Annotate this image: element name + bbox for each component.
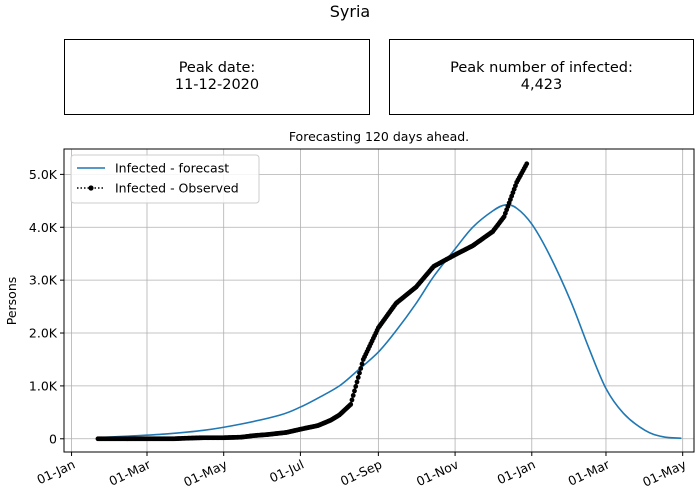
series-layer <box>95 161 682 442</box>
legend-label-forecast: Infected - forecast <box>115 161 229 176</box>
legend-label-observed: Infected - Observed <box>115 181 239 196</box>
observed-point <box>349 397 355 403</box>
peak-date-label: Peak date: <box>178 60 256 76</box>
x-tick-label: 01-Mar <box>566 456 613 489</box>
observed-point <box>352 388 357 394</box>
series-line-observed <box>97 163 528 440</box>
chart-title: Forecasting 120 days ahead. <box>289 129 469 144</box>
x-tick-label: 01-May <box>640 456 689 489</box>
y-tick-label: 2.0K <box>29 326 58 341</box>
y-tick-label: 5.0K <box>29 167 58 182</box>
observed-point <box>358 366 364 371</box>
x-tick-label: 01-Jan <box>34 457 77 488</box>
peak-date-value: 11-12-2020 <box>174 77 260 93</box>
observed-point <box>524 161 530 167</box>
figure-title: Syria <box>329 2 371 21</box>
x-tick-label: 01-Nov <box>414 456 461 489</box>
x-tick-label: 01-Sep <box>338 457 384 489</box>
observed-point <box>348 402 354 407</box>
x-tick-label: 01-May <box>181 456 230 489</box>
x-tick-label: 01-Jul <box>267 457 306 486</box>
observed-point <box>354 379 360 385</box>
observed-point <box>350 393 356 398</box>
y-tick-label: 4.0K <box>29 220 58 235</box>
observed-point <box>353 384 359 389</box>
legend-marker-observed <box>88 185 94 191</box>
peak-infected-value: 4,423 <box>520 77 563 93</box>
series-line-forecast <box>97 203 682 440</box>
x-tick-label: 01-Jan <box>495 457 538 488</box>
peak-date-box: Peak date: 11-12-2020 <box>64 39 370 115</box>
peak-infected-box: Peak number of infected: 4,423 <box>389 39 694 115</box>
y-tick-label: 1.0K <box>29 378 58 393</box>
observed-point <box>357 370 362 376</box>
plot-frame <box>63 148 695 453</box>
legend: Infected - forecast Infected - Observed <box>70 154 260 204</box>
y-axis-label: Persons <box>4 277 19 326</box>
observed-point <box>359 361 365 367</box>
x-tick-label: 01-Mar <box>107 456 154 489</box>
observed-point <box>355 375 361 380</box>
peak-infected-label: Peak number of infected: <box>450 60 633 76</box>
ticks-layer: 01-Jan 01-Mar 01-May 01-Jul 01-Sep 01-Nov 01-J… <box>29 167 689 490</box>
legend-frame <box>70 154 260 204</box>
series-observed <box>95 161 530 442</box>
y-tick-label: 3.0K <box>29 273 58 288</box>
y-tick-label: 0 <box>49 431 57 446</box>
